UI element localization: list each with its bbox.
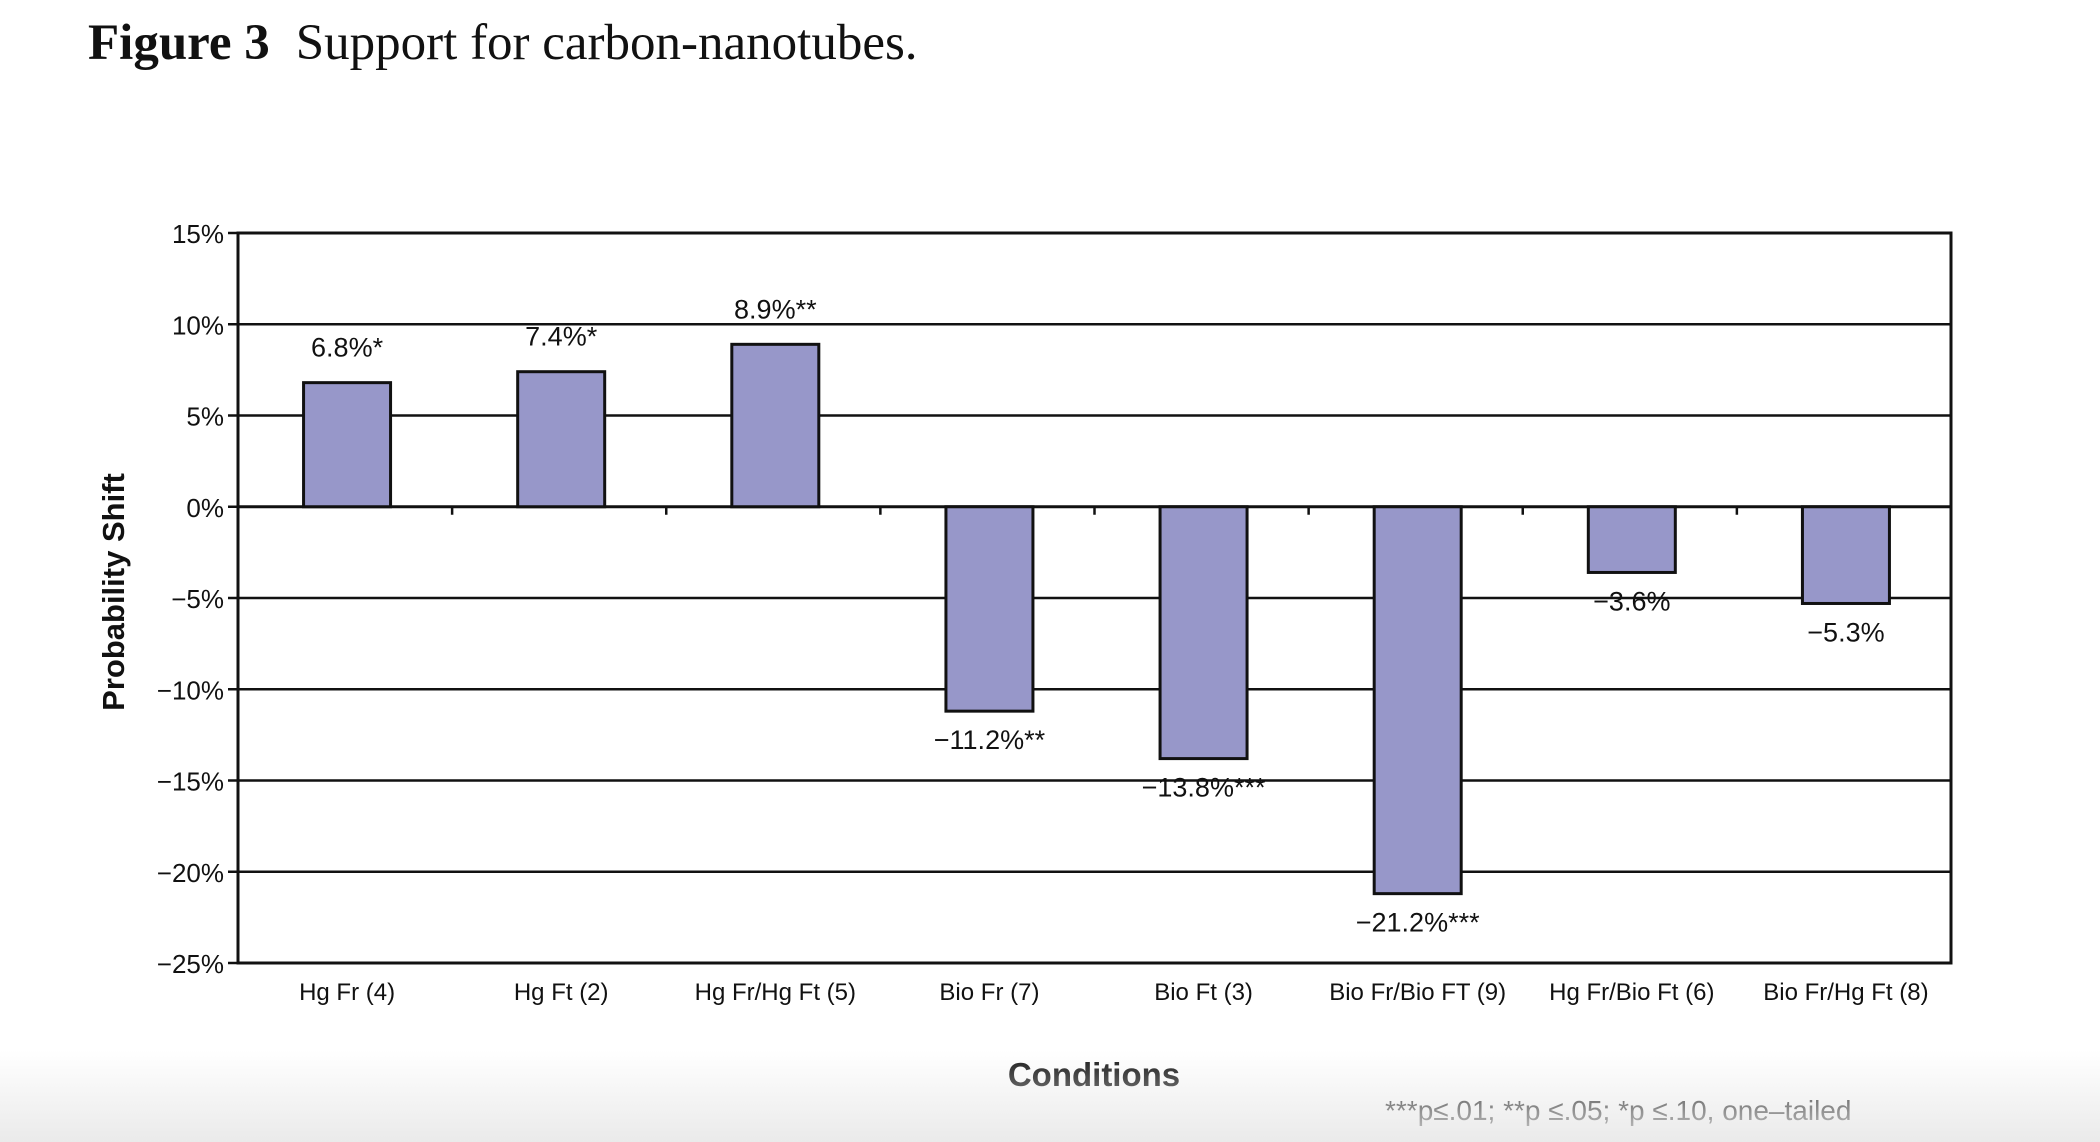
data-label-5: −21.2%*** [1356, 908, 1480, 938]
x-tick-label-3: Bio Fr (7) [939, 979, 1039, 1006]
plot-frame [236, 231, 1953, 965]
bar-4 [1158, 505, 1249, 761]
data-label-6: −3.6% [1593, 586, 1670, 616]
data-label-0: 6.8%* [311, 333, 384, 363]
figure-number: Figure 3 [88, 15, 270, 71]
bar-6 [1586, 505, 1677, 574]
significance-footnote: ***p≤.01; **p ≤.05; *p ≤.10, one–tailed [1385, 1095, 1852, 1126]
x-tick-label-5: Bio Fr/Bio FT (9) [1329, 979, 1506, 1006]
x-tick-label-7: Bio Fr/Hg Ft (8) [1763, 979, 1928, 1006]
bar-2 [730, 342, 821, 509]
data-label-7: −5.3% [1807, 617, 1884, 647]
y-tick-label-5: −10% [157, 675, 224, 705]
data-label-2: 8.9%** [734, 294, 817, 324]
x-tick-label-2: Hg Fr/Hg Ft (5) [695, 979, 856, 1006]
y-tick-label-7: −20% [157, 858, 224, 888]
y-tick-label-0: 15% [172, 219, 224, 249]
figure-heading: Figure 3 Support for carbon-nanotubes. [88, 14, 918, 72]
x-tick-label-1: Hg Ft (2) [514, 979, 609, 1006]
x-axis-title: Conditions [1008, 1056, 1180, 1093]
data-label-1: 7.4%* [525, 322, 598, 352]
data-label-4: −13.8%*** [1142, 773, 1266, 803]
bar-5 [1372, 505, 1463, 896]
y-tick-label-8: −25% [157, 949, 224, 979]
bar-3 [944, 505, 1035, 713]
y-tick-label-3: 0% [186, 493, 224, 523]
x-tick-label-6: Hg Fr/Bio Ft (6) [1549, 979, 1714, 1006]
y-tick-label-2: 5% [186, 402, 224, 432]
x-tick-label-0: Hg Fr (4) [299, 979, 395, 1006]
y-tick-label-6: −15% [157, 767, 224, 797]
bar-0 [302, 381, 393, 509]
bar-7 [1800, 505, 1891, 605]
y-tick-label-4: −5% [171, 584, 224, 614]
bar-1 [516, 370, 607, 509]
figure-caption: Support for carbon-nanotubes. [295, 15, 918, 71]
y-axis-title: Probability Shift [96, 473, 131, 711]
x-tick-label-4: Bio Ft (3) [1154, 979, 1253, 1006]
y-tick-label-1: 10% [172, 310, 224, 340]
data-label-3: −11.2%** [934, 725, 1046, 755]
